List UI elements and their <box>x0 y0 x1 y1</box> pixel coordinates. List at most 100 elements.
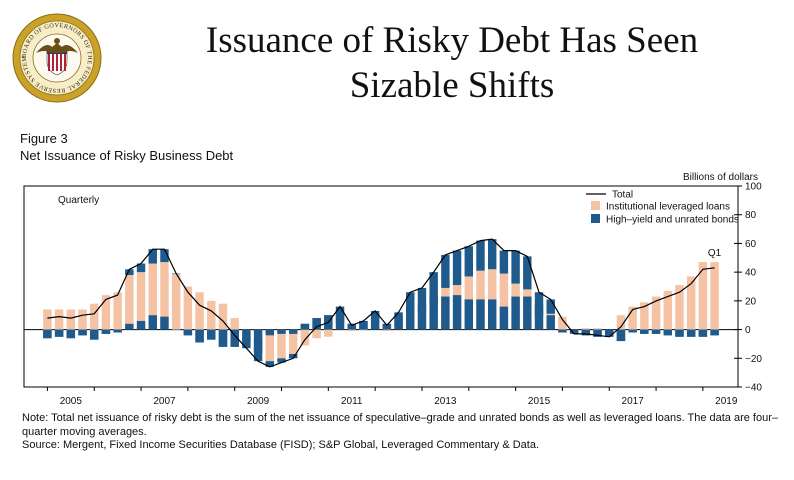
bar-high-yield-bonds-overlay <box>277 329 286 334</box>
total-line <box>47 238 715 368</box>
bar-high-yield-bonds-overlay <box>370 318 380 330</box>
bar-high-yield-bonds-overlay <box>640 329 649 334</box>
bar-high-yield-bonds <box>534 292 544 317</box>
bar-high-yield-bonds-overlay <box>511 296 520 330</box>
bar-high-yield-bonds-overlay <box>90 329 99 340</box>
bar-high-yield-bonds-overlay <box>499 306 509 330</box>
bar-leveraged-loans <box>54 309 64 330</box>
bar-high-yield-bonds-overlay <box>558 329 567 333</box>
y-axis-label: Billions of dollars <box>683 172 758 183</box>
y-tick-label: −20 <box>745 354 762 365</box>
bar-high-yield-bonds-overlay <box>382 323 392 330</box>
bar-leveraged-loans <box>312 329 321 339</box>
q1-annotation: Q1 <box>708 248 722 259</box>
bar-leveraged-loans <box>218 303 228 330</box>
bar-high-yield-bonds-overlay <box>452 295 462 330</box>
bar-high-yield-bonds-overlay <box>523 296 532 330</box>
bar-high-yield-bonds-overlay <box>534 305 544 330</box>
figure-subtitle: Net Issuance of Risky Business Debt <box>20 148 234 163</box>
bar-high-yield-bonds-overlay <box>113 329 122 333</box>
bar-leveraged-loans <box>499 273 509 330</box>
bar-high-yield-bonds <box>148 249 157 264</box>
bar-leveraged-loans <box>324 329 333 337</box>
bar-high-yield-bonds-overlay <box>230 329 239 347</box>
bar-leveraged-loans <box>207 300 216 330</box>
legend-total-label: Total <box>612 190 633 201</box>
x-tick-label: 2005 <box>60 396 83 407</box>
bar-leveraged-loans <box>359 329 368 331</box>
bar-high-yield-bonds-overlay <box>207 329 216 340</box>
y-tick-label: 0 <box>745 325 751 336</box>
bar-high-yield-bonds-overlay <box>710 329 719 336</box>
bar-high-yield-bonds-overlay <box>464 299 474 330</box>
bar-high-yield-bonds <box>370 310 380 323</box>
y-tick-label: −40 <box>745 383 762 394</box>
bar-high-yield-bonds <box>288 353 298 359</box>
chart-notes: Note: Total net issuance of risky debt i… <box>22 412 782 453</box>
legend-bonds-swatch <box>591 214 600 223</box>
figure-label: Figure 3 <box>20 131 68 146</box>
source-text: Source: Mergent, Fixed Income Securities… <box>22 439 540 451</box>
bar-leveraged-loans <box>347 329 356 332</box>
bar-high-yield-bonds <box>452 250 462 286</box>
bar-high-yield-bonds-overlay <box>101 329 111 334</box>
x-tick-label: 2019 <box>715 396 738 407</box>
slide-title-line-2: Sizable Shifts <box>349 65 555 106</box>
bar-high-yield-bonds-overlay <box>347 323 356 330</box>
legend-loans-label: Institutional leveraged loans <box>606 202 730 213</box>
bar-leveraged-loans <box>698 262 708 330</box>
bar-high-yield-bonds <box>441 254 450 288</box>
bar-high-yield-bonds-overlay <box>253 329 263 353</box>
bar-high-yield-bonds <box>160 249 169 263</box>
bar-high-yield-bonds-overlay <box>406 306 415 330</box>
bar-leveraged-loans <box>136 272 146 330</box>
bar-high-yield-bonds-overlay <box>171 329 181 331</box>
x-tick-label: 2011 <box>341 396 363 407</box>
bar-high-yield-bonds-overlay <box>628 329 637 333</box>
bar-high-yield-bonds <box>136 263 146 273</box>
bar-high-yield-bonds <box>523 256 532 290</box>
frequency-label: Quarterly <box>58 195 99 206</box>
bar-high-yield-bonds-overlay <box>359 320 368 330</box>
bar-high-yield-bonds-overlay <box>160 316 169 330</box>
bar-leveraged-loans <box>558 316 567 330</box>
seal-shield-stripe <box>56 54 58 71</box>
y-tick-label: 80 <box>745 210 757 221</box>
bar-leveraged-loans <box>148 263 157 330</box>
bar-high-yield-bonds-overlay <box>312 318 321 330</box>
bar-high-yield-bonds <box>406 292 415 316</box>
bar-high-yield-bonds-overlay <box>54 329 64 337</box>
bar-high-yield-bonds-overlay <box>183 329 193 336</box>
bar-high-yield-bonds <box>464 246 474 277</box>
bar-high-yield-bonds-overlay <box>605 329 614 337</box>
bar-high-yield-bonds-overlay <box>593 329 602 337</box>
bar-high-yield-bonds <box>242 336 251 349</box>
bar-leveraged-loans <box>288 329 298 354</box>
bar-high-yield-bonds-overlay <box>288 329 298 334</box>
bar-leveraged-loans <box>195 292 204 330</box>
bar-leveraged-loans <box>66 309 76 330</box>
bar-leveraged-loans <box>640 302 649 330</box>
seal-shield-stripe <box>60 54 62 71</box>
bar-high-yield-bonds-overlay <box>242 329 251 342</box>
x-tick-label: 2009 <box>247 396 270 407</box>
bar-high-yield-bonds <box>277 358 286 363</box>
bar-high-yield-bonds-overlay <box>651 329 661 334</box>
bar-high-yield-bonds-overlay <box>195 329 204 343</box>
slide-title-line-1: Issuance of Risky Debt Has Seen <box>205 20 699 61</box>
bar-high-yield-bonds-overlay <box>441 296 450 330</box>
bar-high-yield-bonds-overlay <box>429 296 438 330</box>
bar-leveraged-loans <box>265 329 275 362</box>
bar-high-yield-bonds <box>417 287 427 313</box>
bar-high-yield-bonds-overlay <box>78 329 87 336</box>
bar-leveraged-loans <box>78 309 87 330</box>
seal-eagle-wings <box>36 43 78 53</box>
bar-high-yield-bonds <box>476 240 485 271</box>
bar-high-yield-bonds-overlay <box>265 329 275 336</box>
y-tick-label: 100 <box>745 182 762 193</box>
x-tick-label: 2015 <box>528 396 551 407</box>
bar-leveraged-loans <box>382 329 392 332</box>
y-tick-label: 60 <box>745 239 757 250</box>
bar-leveraged-loans <box>101 295 111 330</box>
